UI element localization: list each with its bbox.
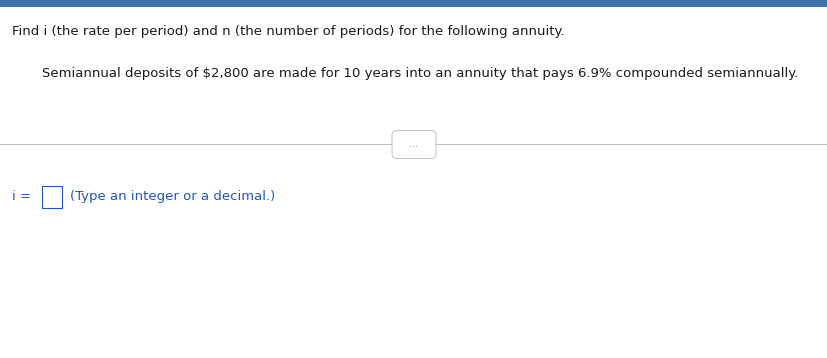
Text: (Type an integer or a decimal.): (Type an integer or a decimal.) xyxy=(70,190,275,203)
Text: Semiannual deposits of $2,800 are made for 10 years into an annuity that pays 6.: Semiannual deposits of $2,800 are made f… xyxy=(42,67,797,79)
Text: Find i (the rate per period) and n (the number of periods) for the following ann: Find i (the rate per period) and n (the … xyxy=(12,24,564,38)
FancyBboxPatch shape xyxy=(42,185,62,208)
Text: ...: ... xyxy=(409,140,418,150)
Bar xyxy=(0,0,827,6)
Text: i =: i = xyxy=(12,190,31,203)
FancyBboxPatch shape xyxy=(391,131,436,159)
